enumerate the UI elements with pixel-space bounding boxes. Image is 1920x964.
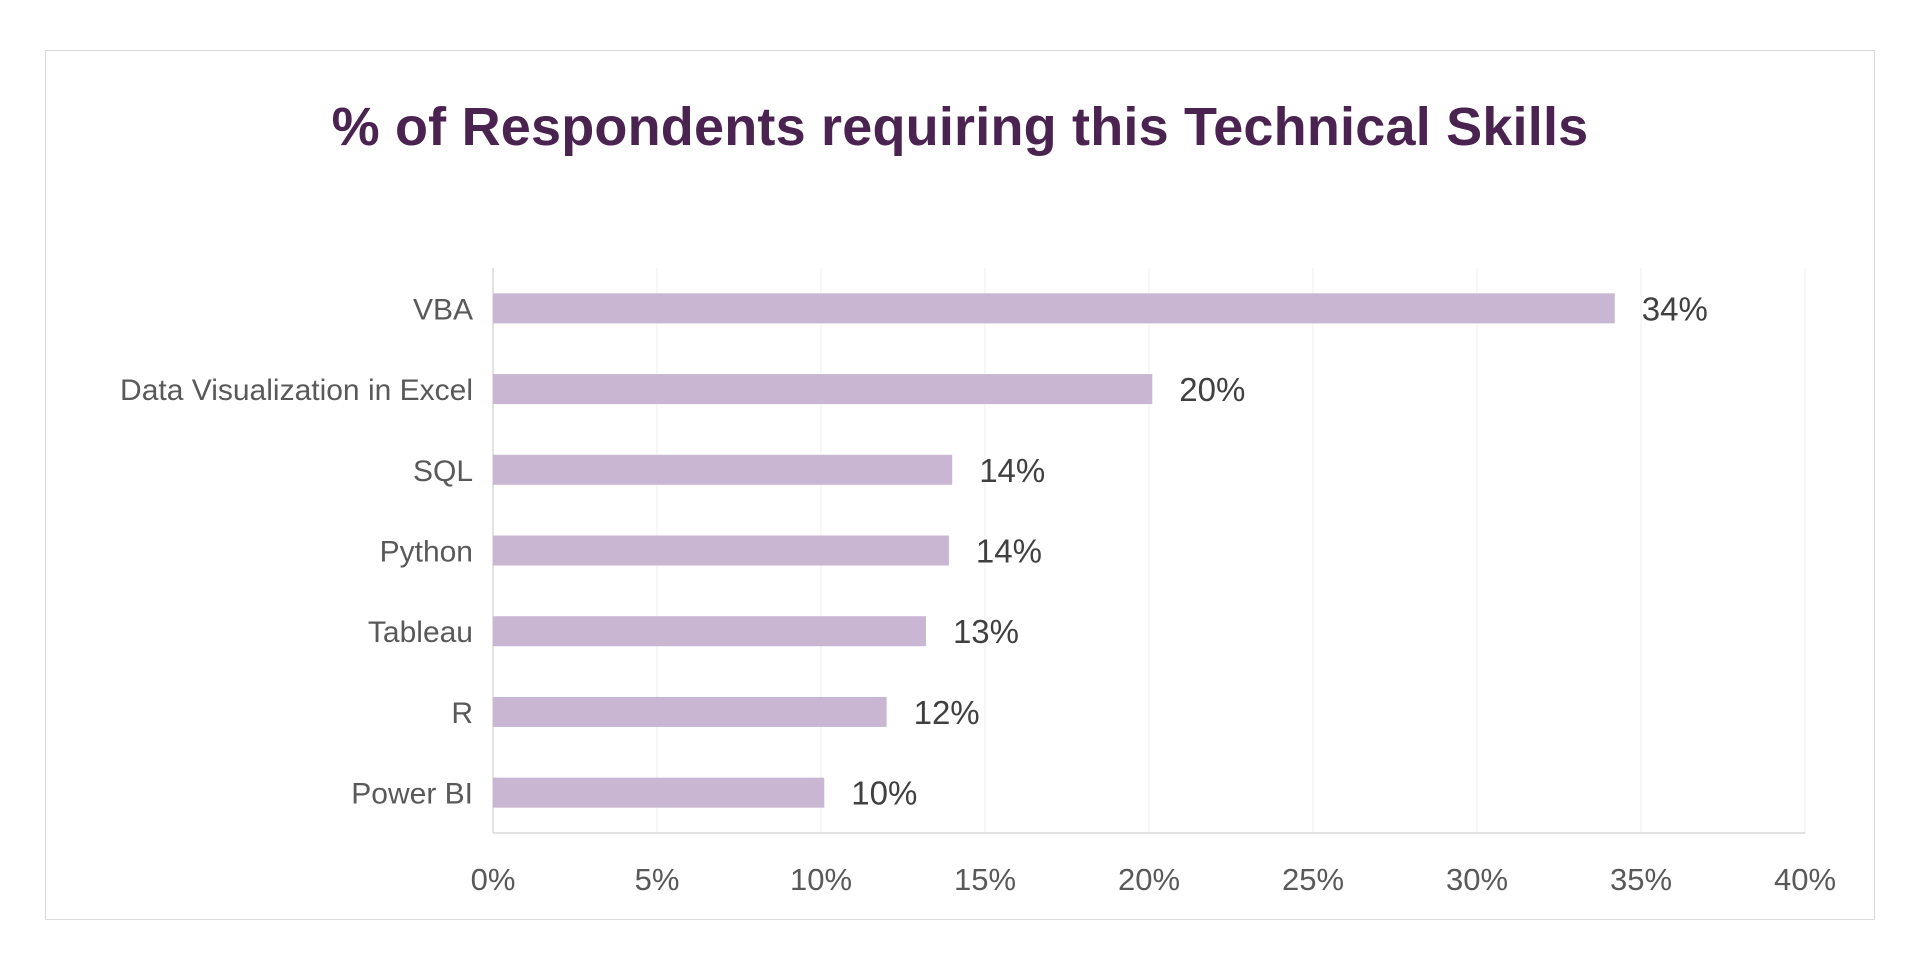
x-tick-label: 0% <box>471 862 516 897</box>
category-label: Data Visualization in Excel <box>120 374 473 407</box>
category-label: R <box>451 697 473 730</box>
bar <box>493 535 949 566</box>
data-label: 20% <box>1179 371 1245 408</box>
x-tick-label: 15% <box>954 862 1016 897</box>
x-tick-label: 35% <box>1610 862 1672 897</box>
data-label: 14% <box>976 533 1042 570</box>
data-label: 10% <box>851 775 917 812</box>
x-tick-label: 30% <box>1446 862 1508 897</box>
labels: 0% 5% 10% 15% 20% 25% 30% 35% 40% VBA 34% Data Visu… <box>120 290 1836 897</box>
category-label: Tableau <box>368 616 473 649</box>
bar <box>493 293 1615 324</box>
x-tick-label: 5% <box>635 862 680 897</box>
category-label: SQL <box>413 455 473 488</box>
gridlines <box>656 268 1806 833</box>
data-label: 12% <box>914 694 980 731</box>
x-tick-label: 10% <box>790 862 852 897</box>
data-label: 13% <box>953 613 1019 650</box>
bar <box>493 454 953 485</box>
x-tick-label: 40% <box>1774 862 1836 897</box>
bar <box>493 616 926 647</box>
chart-frame <box>45 50 1875 920</box>
category-label: Power BI <box>351 778 473 811</box>
data-label: 14% <box>979 452 1045 489</box>
bars <box>493 293 1615 808</box>
x-tick-label: 25% <box>1282 862 1344 897</box>
bar <box>493 696 887 727</box>
data-label: 34% <box>1642 290 1708 327</box>
chart-title: % of Respondents requiring this Technica… <box>331 97 1589 157</box>
bar <box>493 777 825 808</box>
category-label: VBA <box>413 293 473 326</box>
bar <box>493 374 1153 405</box>
category-label: Python <box>380 536 473 569</box>
x-tick-label: 20% <box>1118 862 1180 897</box>
